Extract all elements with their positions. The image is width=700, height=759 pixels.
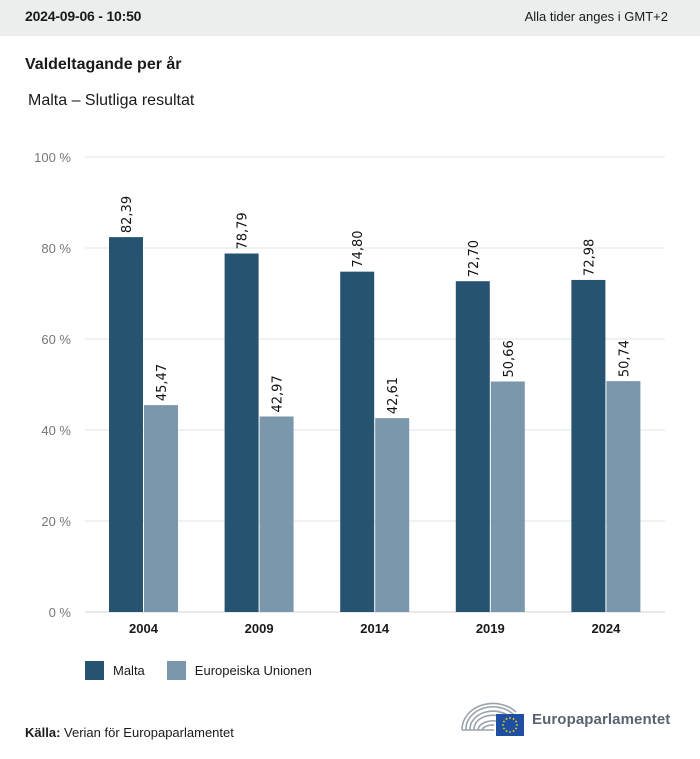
legend: Malta Europeiska Unionen [85,661,334,680]
x-tick-label: 2019 [476,621,505,636]
data-label: 42,61 [386,377,401,414]
chart-title: Valdeltagande per år [25,56,182,73]
y-tick-label: 0 % [49,605,72,620]
source-text: Verian för Europaparlamentet [64,725,234,740]
bar-eu-2009[interactable] [259,416,294,612]
star-icon [503,727,505,730]
data-label: 50,66 [502,340,517,377]
star-icon [502,724,504,726]
bar-eu-2014[interactable] [375,418,410,612]
logo-text: Europaparlamentet [532,710,671,728]
chart-subtitle: Malta – Slutliga resultat [28,92,195,109]
bar-malta-2014[interactable] [340,271,375,612]
data-label: 50,74 [617,340,632,377]
timezone-note: Alla tider anges i GMT+2 [524,9,668,24]
y-tick-label: 80 % [41,241,71,256]
bar-eu-2024[interactable] [606,381,641,612]
data-label: 42,97 [271,375,286,412]
legend-item-malta[interactable]: Malta [85,661,145,680]
bars [109,237,641,613]
legend-item-eu[interactable]: Europeiska Unionen [166,661,312,680]
bar-eu-2019[interactable] [490,381,525,612]
star-icon [505,730,508,732]
european-parliament-logo: Europaparlamentet [460,700,670,738]
star-icon [509,731,511,733]
x-tick-label: 2014 [360,621,390,636]
bar-malta-2009[interactable] [224,253,259,612]
bar-malta-2004[interactable] [109,237,143,613]
eu-flag-icon [496,714,524,736]
top-bar: 2024-09-06 - 10:50 Alla tider anges i GM… [0,0,700,36]
y-tick-label: 60 % [41,332,71,347]
parliament-hemicycle-icon [461,702,524,736]
timestamp: 2024-09-06 - 10:50 [25,8,142,24]
source-label: Källa: [25,725,61,740]
data-label: 82,39 [120,196,135,233]
data-labels: 82,39 45,47 78,79 42,97 74,80 42,61 72,70 50,66… [120,196,632,414]
legend-label: Europeiska Unionen [194,663,312,678]
bar-eu-2004[interactable] [144,405,178,612]
source-note: Källa: Verian för Europaparlamentet [25,725,234,740]
star-icon [509,717,511,719]
star-icon [512,718,515,720]
legend-swatch-eu [166,661,186,680]
grid-lines [85,156,665,613]
star-icon [505,718,508,720]
star-icon [515,720,517,723]
bar-chart: 0 % 20 % 40 % 60 % 80 % 100 % 82,39 45,47 78,79… [34,150,665,636]
legend-label: Malta [113,663,145,678]
x-tick-label: 2009 [245,621,274,636]
y-tick-label: 100 % [34,150,71,165]
y-axis-ticks: 0 % 20 % 40 % 60 % 80 % 100 % [34,150,71,620]
legend-swatch-malta [85,661,104,680]
bar-malta-2024[interactable] [571,279,606,612]
x-axis-ticks: 2004 2009 2014 2019 2024 [129,621,621,636]
bar-malta-2019[interactable] [455,281,490,612]
star-icon [512,730,515,732]
data-label: 78,79 [236,212,251,249]
y-tick-label: 20 % [41,514,71,529]
x-tick-label: 2024 [591,621,621,636]
data-label: 45,47 [155,364,170,401]
data-label: 72,98 [582,239,597,276]
star-icon [515,727,517,730]
y-tick-label: 40 % [41,423,71,438]
x-tick-label: 2004 [129,621,159,636]
data-label: 72,70 [467,240,482,277]
star-icon [503,720,505,723]
data-label: 74,80 [351,230,366,267]
star-icon [516,724,518,726]
